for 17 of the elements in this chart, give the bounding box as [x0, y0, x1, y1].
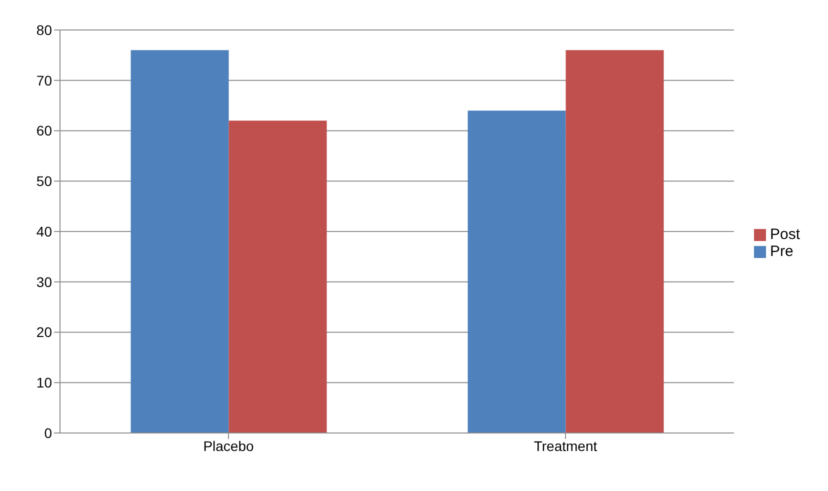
x-tick-label: Placebo: [203, 438, 254, 454]
y-tick-label: 50: [36, 173, 52, 190]
bar: [468, 110, 566, 433]
legend-label: Post: [770, 226, 800, 243]
bar: [130, 50, 229, 433]
bar: [228, 120, 327, 433]
y-tick-label: 80: [36, 22, 52, 38]
y-tick-label: 40: [36, 223, 52, 240]
legend-label: Pre: [770, 243, 794, 260]
y-tick-label: 30: [36, 274, 52, 290]
y-tick-label: 60: [36, 122, 52, 139]
y-tick-label: 20: [36, 324, 52, 340]
bar: [566, 50, 664, 433]
y-tick-label: 0: [44, 424, 52, 441]
y-tick-label: 10: [36, 374, 52, 391]
y-tick-label: 70: [36, 72, 52, 88]
x-tick-label: Treatment: [534, 438, 598, 454]
